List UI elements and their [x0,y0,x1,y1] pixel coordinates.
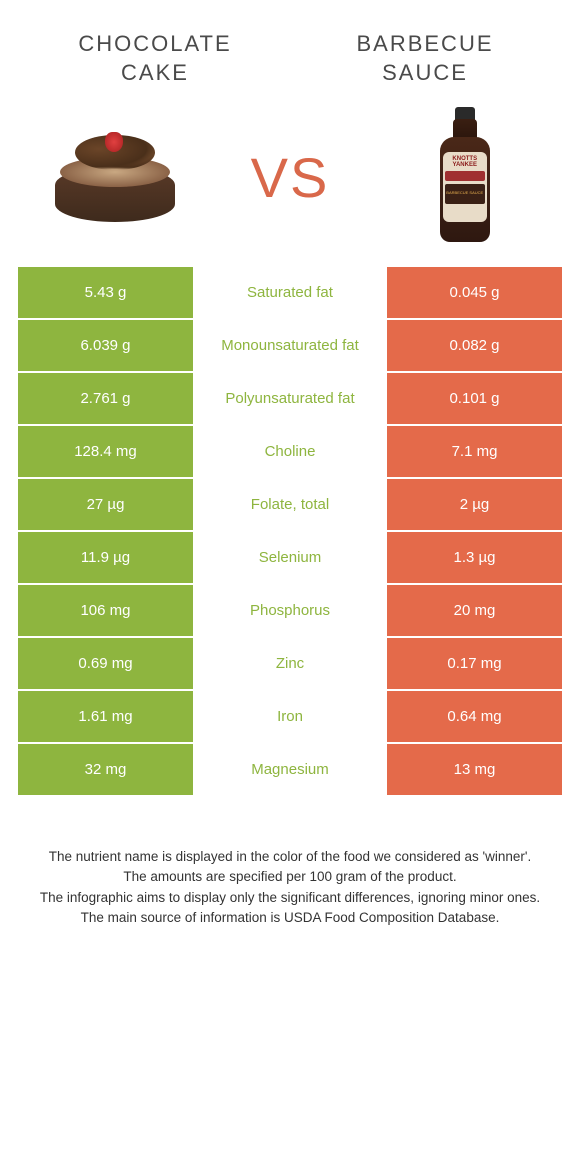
footer-line: The nutrient name is displayed in the co… [30,847,550,867]
left-value: 11.9 µg [18,532,193,583]
left-value: 32 mg [18,744,193,795]
left-value: 6.039 g [18,320,193,371]
left-value: 1.61 mg [18,691,193,742]
title-line: BARBECUE [356,31,493,56]
footer-line: The main source of information is USDA F… [30,908,550,928]
title-line: CAKE [121,60,189,85]
right-value: 13 mg [387,744,562,795]
nutrient-name: Folate, total [193,479,387,530]
nutrient-name: Saturated fat [193,267,387,318]
nutrient-name: Choline [193,426,387,477]
table-row: 6.039 gMonounsaturated fat0.082 g [18,320,562,371]
vs-label: VS [251,145,330,210]
table-row: 11.9 µgSelenium1.3 µg [18,532,562,583]
nutrient-table: 5.43 gSaturated fat0.045 g6.039 gMonouns… [0,267,580,795]
left-value: 2.761 g [18,373,193,424]
left-value: 5.43 g [18,267,193,318]
table-row: 1.61 mgIron0.64 mg [18,691,562,742]
right-value: 20 mg [387,585,562,636]
title-line: CHOCOLATE [78,31,231,56]
nutrient-name: Monounsaturated fat [193,320,387,371]
header: CHOCOLATE CAKE BARBECUE SAUCE [0,0,580,97]
title-line: SAUCE [382,60,468,85]
left-value: 27 µg [18,479,193,530]
right-value: 0.082 g [387,320,562,371]
right-value: 0.101 g [387,373,562,424]
right-value: 0.17 mg [387,638,562,689]
right-food-title: BARBECUE SAUCE [325,30,525,87]
table-row: 2.761 gPolyunsaturated fat0.101 g [18,373,562,424]
nutrient-name: Selenium [193,532,387,583]
bottle-brand: KNOTTSYANKEE [452,156,477,168]
table-row: 5.43 gSaturated fat0.045 g [18,267,562,318]
right-value: 2 µg [387,479,562,530]
images-row: VS KNOTTSYANKEE BARBECUE SAUCE [0,97,580,267]
left-value: 128.4 mg [18,426,193,477]
left-value: 106 mg [18,585,193,636]
footer-line: The infographic aims to display only the… [30,888,550,908]
nutrient-name: Polyunsaturated fat [193,373,387,424]
bottle-sublabel: BARBECUE SAUCE [445,184,485,204]
right-value: 0.045 g [387,267,562,318]
left-value: 0.69 mg [18,638,193,689]
nutrient-name: Magnesium [193,744,387,795]
right-value: 0.64 mg [387,691,562,742]
nutrient-name: Phosphorus [193,585,387,636]
footer-notes: The nutrient name is displayed in the co… [0,797,580,948]
barbecue-sauce-image: KNOTTSYANKEE BARBECUE SAUCE [390,117,540,237]
table-row: 27 µgFolate, total2 µg [18,479,562,530]
right-value: 7.1 mg [387,426,562,477]
table-row: 0.69 mgZinc0.17 mg [18,638,562,689]
right-value: 1.3 µg [387,532,562,583]
chocolate-cake-image [40,117,190,237]
table-row: 128.4 mgCholine7.1 mg [18,426,562,477]
table-row: 32 mgMagnesium13 mg [18,744,562,795]
left-food-title: CHOCOLATE CAKE [55,30,255,87]
nutrient-name: Iron [193,691,387,742]
table-row: 106 mgPhosphorus20 mg [18,585,562,636]
nutrient-name: Zinc [193,638,387,689]
footer-line: The amounts are specified per 100 gram o… [30,867,550,887]
